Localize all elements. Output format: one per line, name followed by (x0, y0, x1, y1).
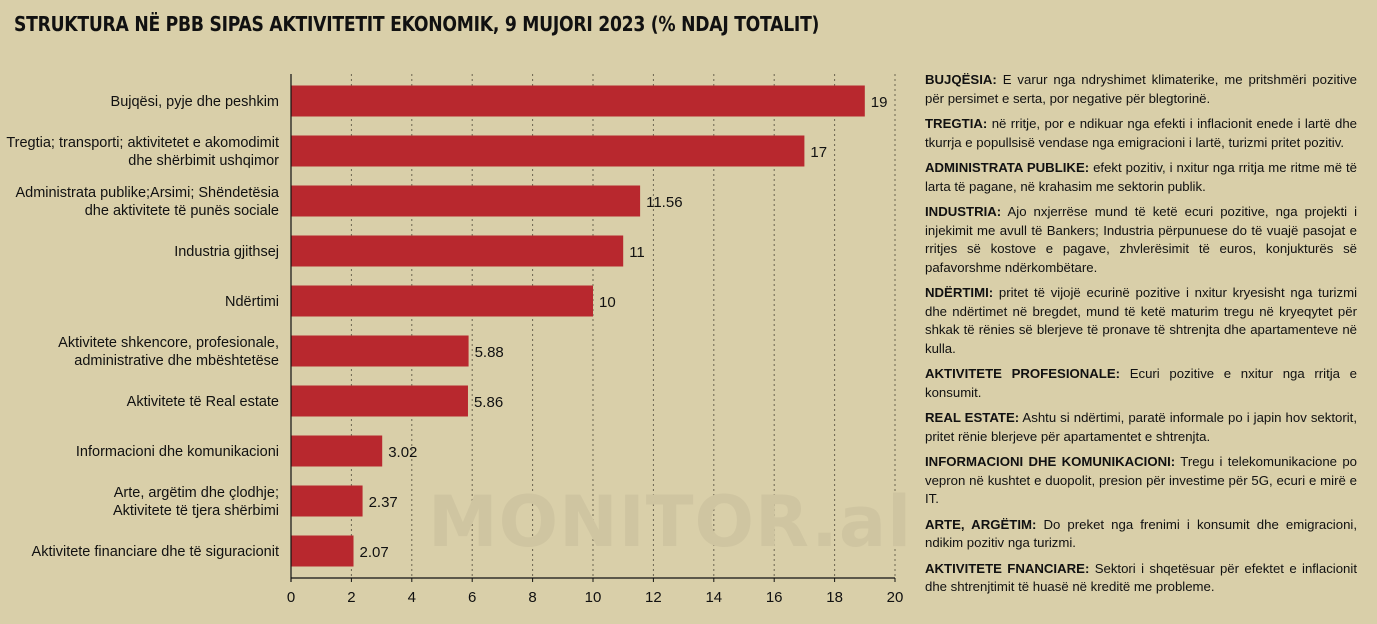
category-label-9-line-0: Aktivitete financiare dhe të siguracioni… (32, 544, 279, 560)
category-label-4-line-0: Ndërtimi (225, 294, 279, 310)
category-label-7-line-0: Informacioni dhe komunikacioni (76, 444, 279, 460)
note-heading-3: INDUSTRIA: (925, 204, 1002, 219)
grid-lines (350, 74, 896, 578)
bar-7 (291, 435, 383, 467)
note-1: TREGTIA: në rritje, por e ndikuar nga ef… (925, 115, 1357, 152)
note-text-2: efekt pozitiv, i nxitur nga rritja me ri… (925, 160, 1357, 194)
value-label-1: 17 (810, 144, 827, 161)
note-text-7: Tregu i telekomunikacione po vepron në k… (925, 454, 1357, 506)
note-text-4: pritet të vijojë ecurinë pozitive i nxit… (925, 285, 1357, 356)
note-text-6: Ashtu si ndërtimi, paratë informale po i… (925, 410, 1357, 444)
category-label-8-line-0: Arte, argëtim dhe çlodhje; (114, 485, 279, 501)
category-label-1-line-0: Tregtia; transporti; aktivitetet e akomo… (6, 135, 279, 151)
category-label-8: Arte, argëtim dhe çlodhje; Aktivitete të … (113, 485, 279, 519)
x-tick-labels: 0 2 4 6 8 10 12 14 16 18 20 (287, 589, 904, 606)
note-heading-2: ADMINISTRATA PUBLIKE: (925, 160, 1090, 175)
note-0: BUJQËSIA: E varur nga ndryshimet klimate… (925, 71, 1357, 108)
category-label-3: Industria gjithsej (174, 244, 279, 260)
x-tick-label-8: 16 (766, 589, 783, 606)
bar-5 (291, 335, 469, 367)
category-label-3-line-0: Industria gjithsej (174, 244, 279, 260)
note-text-9: Sektori i shqetësuar për efektet e infla… (925, 560, 1357, 595)
value-label-4: 10 (599, 294, 616, 311)
note-4: NDËRTIMI: pritet të vijojë ecurinë pozit… (925, 284, 1357, 358)
bar-chart: MONITOR.al Bujqësi, pyje dhe peshkim Treg… (6, 74, 912, 606)
x-tick-label-7: 14 (705, 589, 722, 606)
value-label-3: 11 (629, 244, 645, 261)
note-6: REAL ESTATE: Ashtu si ndërtimi, paratë i… (925, 409, 1357, 446)
bar-4 (291, 285, 593, 317)
bar-8 (291, 485, 363, 517)
category-label-1-line-1: dhe shërbimit ushqimor (128, 153, 279, 169)
x-tick-label-6: 12 (645, 589, 662, 606)
note-text-1: në rritje, por e ndikuar nga efekti i in… (925, 116, 1357, 150)
bar-0 (291, 85, 865, 117)
note-8: ARTE, ARGËTIM: Do preket nga frenimi i k… (925, 516, 1357, 553)
note-heading-6: REAL ESTATE: (925, 410, 1020, 425)
x-tick-label-9: 18 (826, 589, 843, 606)
x-tick-label-0: 0 (287, 589, 295, 606)
watermark-text: MONITOR.al (428, 481, 912, 563)
note-heading-1: TREGTIA: (925, 116, 988, 131)
x-tick-label-5: 10 (585, 589, 602, 606)
note-3: INDUSTRIA: Ajo nxjerrëse mund të ketë ec… (925, 203, 1357, 277)
value-label-7: 3.02 (388, 444, 417, 461)
category-label-2-line-1: dhe aktivitete të punës sociale (85, 203, 279, 219)
value-label-0: 19 (871, 94, 888, 111)
category-label-2: Administrata publike;Arsimi; Shëndetësia… (15, 185, 279, 219)
note-heading-4: NDËRTIMI: (925, 285, 994, 300)
note-2: ADMINISTRATA PUBLIKE: efekt pozitiv, i n… (925, 159, 1357, 196)
x-tick-label-3: 6 (468, 589, 476, 606)
value-label-2: 11.56 (646, 194, 682, 211)
value-label-8: 2.37 (369, 494, 398, 511)
note-text-5: Ecuri pozitive e nxitur nga rritja e kon… (925, 366, 1357, 400)
category-label-5: Aktivitete shkencore, profesionale, admin… (58, 335, 279, 369)
category-label-4: Ndërtimi (225, 294, 279, 310)
x-tick-label-2: 4 (408, 589, 416, 606)
value-label-9: 2.07 (360, 544, 389, 561)
category-label-0: Bujqësi, pyje dhe peshkim (111, 94, 279, 110)
x-tick-label-10: 20 (887, 589, 904, 606)
note-heading-9: AKTIVITETE FNANCIARE: (925, 560, 1090, 576)
category-label-1: Tregtia; transporti; aktivitetet e akomo… (6, 135, 279, 169)
note-text-8: Do preket nga frenimi i konsumit dhe emi… (925, 516, 1357, 551)
value-label-6: 5.86 (474, 394, 503, 411)
value-labels: 19 17 11.56 11 10 5.88 5.86 3.02 2.37 2.07 (360, 94, 888, 561)
bars-group (291, 85, 865, 567)
bar-2 (291, 185, 641, 217)
note-5: AKTIVITETE PROFESIONALE: Ecuri pozitive … (925, 365, 1357, 402)
axis (290, 74, 896, 582)
category-label-6: Aktivitete të Real estate (127, 394, 279, 410)
bar-6 (291, 385, 468, 417)
category-label-5-line-0: Aktivitete shkencore, profesionale, (58, 335, 279, 351)
x-tick-label-4: 8 (528, 589, 536, 606)
x-tick-label-1: 2 (347, 589, 355, 606)
bar-3 (291, 235, 624, 267)
category-label-6-line-0: Aktivitete të Real estate (127, 394, 279, 410)
category-labels: Bujqësi, pyje dhe peshkim Tregtia; transp… (6, 94, 280, 560)
category-label-7: Informacioni dhe komunikacioni (76, 444, 279, 460)
bar-9 (291, 535, 354, 567)
note-7: INFORMACIONI DHE KOMUNIKACIONI: Tregu i … (925, 453, 1357, 509)
note-heading-0: BUJQËSIA: (925, 72, 997, 87)
note-text-3: Ajo nxjerrëse mund të ketë ecuri pozitiv… (925, 204, 1357, 275)
category-label-9: Aktivitete financiare dhe të siguracioni… (32, 544, 279, 560)
category-label-8-line-1: Aktivitete të tjera shërbimi (113, 503, 279, 519)
note-heading-5: AKTIVITETE PROFESIONALE: (925, 366, 1121, 381)
value-label-5: 5.88 (475, 344, 504, 361)
category-label-2-line-0: Administrata publike;Arsimi; Shëndetësia (15, 185, 279, 201)
note-heading-7: INFORMACIONI DHE KOMUNIKACIONI: (925, 454, 1176, 469)
category-label-5-line-1: administrative dhe mbështetëse (74, 353, 279, 369)
category-label-0-line-0: Bujqësi, pyje dhe peshkim (111, 94, 279, 110)
note-9: AKTIVITETE FNANCIARE: Sektori i shqetësu… (925, 560, 1357, 597)
note-heading-8: ARTE, ARGËTIM: (925, 516, 1037, 532)
bar-1 (291, 135, 805, 167)
notes-panel: BUJQËSIA: E varur nga ndryshimet klimate… (925, 71, 1357, 604)
note-text-0: E varur nga ndryshimet klimaterike, me p… (925, 72, 1357, 106)
chart-title: STRUKTURA NË PBB SIPAS AKTIVITETIT EKONO… (14, 12, 820, 36)
